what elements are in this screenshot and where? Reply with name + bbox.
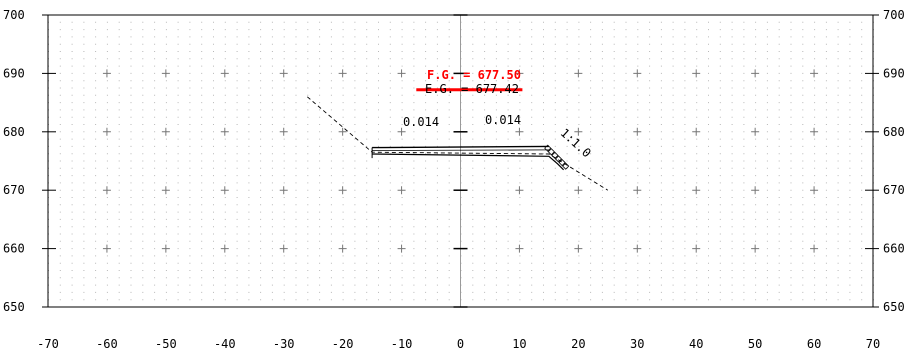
grid-cross (161, 69, 170, 78)
grid-cross (751, 186, 760, 195)
y-tick-label-left: 660 (3, 242, 25, 256)
y-tick-label-left: 680 (3, 125, 25, 139)
finished-grade-label: F.G. = 677.50 (427, 68, 521, 82)
x-tick-label: -70 (37, 337, 59, 351)
grid-cross (220, 244, 229, 253)
grid-cross (279, 69, 288, 78)
grid-cross (515, 127, 524, 136)
grid-cross (102, 127, 111, 136)
grid-cross (397, 186, 406, 195)
y-tick-label-left: 690 (3, 66, 25, 80)
y-tick-label-right: 690 (883, 66, 905, 80)
x-tick-label: -30 (273, 337, 295, 351)
grid-cross (220, 69, 229, 78)
x-tick-label: 30 (630, 337, 644, 351)
finished-grade-top (372, 145, 549, 149)
grid-cross (279, 244, 288, 253)
x-tick-label: -20 (332, 337, 354, 351)
y-tick-label-left: 700 (3, 8, 25, 22)
x-tick-label: 60 (807, 337, 821, 351)
cross-slope-right-label: 0.014 (485, 113, 521, 127)
x-tick-label: 20 (571, 337, 585, 351)
y-tick-label-left: 670 (3, 183, 25, 197)
grid-cross (692, 127, 701, 136)
grid-cross (515, 186, 524, 195)
grid-cross (220, 127, 229, 136)
grid-cross (633, 244, 642, 253)
y-tick-label-right: 650 (883, 300, 905, 314)
hatch-mark (562, 162, 570, 170)
grid-cross (574, 127, 583, 136)
grid-cross (220, 186, 229, 195)
grid-cross (102, 69, 111, 78)
shoulder-hatch (544, 144, 570, 170)
hatch-mark (547, 148, 555, 156)
y-axis-tick-labels-right: 650 660 670 680 690 700 (883, 8, 905, 314)
grid-cross (161, 244, 170, 253)
x-axis-tick-labels: -70 -60 -50 -40 -30 -20 -10 0 10 20 30 40 50 60 70 (37, 337, 880, 351)
grid-cross (102, 186, 111, 195)
grid-crosses (102, 69, 819, 253)
x-tick-label: 0 (457, 337, 464, 351)
subgrade-line (372, 153, 565, 171)
grid-cross (810, 127, 819, 136)
x-tick-label: -40 (214, 337, 236, 351)
grid-cross (102, 244, 111, 253)
grid-cross (692, 244, 701, 253)
grid-cross (692, 69, 701, 78)
grid-cross (279, 186, 288, 195)
grid-cross (515, 69, 524, 78)
section-geometry (307, 88, 609, 191)
y-tick-label-right: 660 (883, 242, 905, 256)
x-tick-label: 10 (512, 337, 526, 351)
grid-cross (574, 186, 583, 195)
hatch-mark (551, 151, 559, 159)
grid-cross (161, 186, 170, 195)
pavement-layer (372, 149, 549, 151)
y-tick-label-left: 650 (3, 300, 25, 314)
grid-cross (751, 127, 760, 136)
grid-cross (397, 69, 406, 78)
grid-cross (633, 186, 642, 195)
x-tick-label: -10 (391, 337, 413, 351)
y-axis-tick-labels-left: 650 660 670 680 690 700 (3, 8, 25, 314)
grid-cross (751, 244, 760, 253)
grid-cross (397, 244, 406, 253)
cross-slope-left-label: 0.014 (403, 115, 439, 129)
y-tick-label-right: 680 (883, 125, 905, 139)
hatch-mark (544, 144, 552, 152)
existing-ground-line (307, 96, 609, 191)
grid-cross (810, 69, 819, 78)
grid-cross (633, 127, 642, 136)
grid-cross (633, 69, 642, 78)
x-tick-label: 50 (748, 337, 762, 351)
grid-cross (574, 244, 583, 253)
grid-cross (810, 186, 819, 195)
x-tick-label: -60 (96, 337, 118, 351)
hatch-mark (554, 155, 563, 163)
grid-cross (338, 69, 347, 78)
grid-cross (692, 186, 701, 195)
grid-cross (338, 186, 347, 195)
grid-cross (279, 127, 288, 136)
y-tick-label-right: 700 (883, 8, 905, 22)
grid-cross (810, 244, 819, 253)
grid-cross (161, 127, 170, 136)
x-tick-label: -50 (155, 337, 177, 351)
y-tick-label-right: 670 (883, 183, 905, 197)
x-tick-label: 70 (866, 337, 880, 351)
grid-cross (397, 127, 406, 136)
grid-cross (338, 244, 347, 253)
existing-grade-label: E.G. = 677.42 (425, 82, 519, 96)
grid-cross (338, 127, 347, 136)
grid-cross (574, 69, 583, 78)
grid-cross (751, 69, 760, 78)
frame-tick-marks (42, 14, 879, 308)
x-tick-label: 40 (689, 337, 703, 351)
hatch-mark (558, 158, 566, 167)
grid-cross (515, 244, 524, 253)
